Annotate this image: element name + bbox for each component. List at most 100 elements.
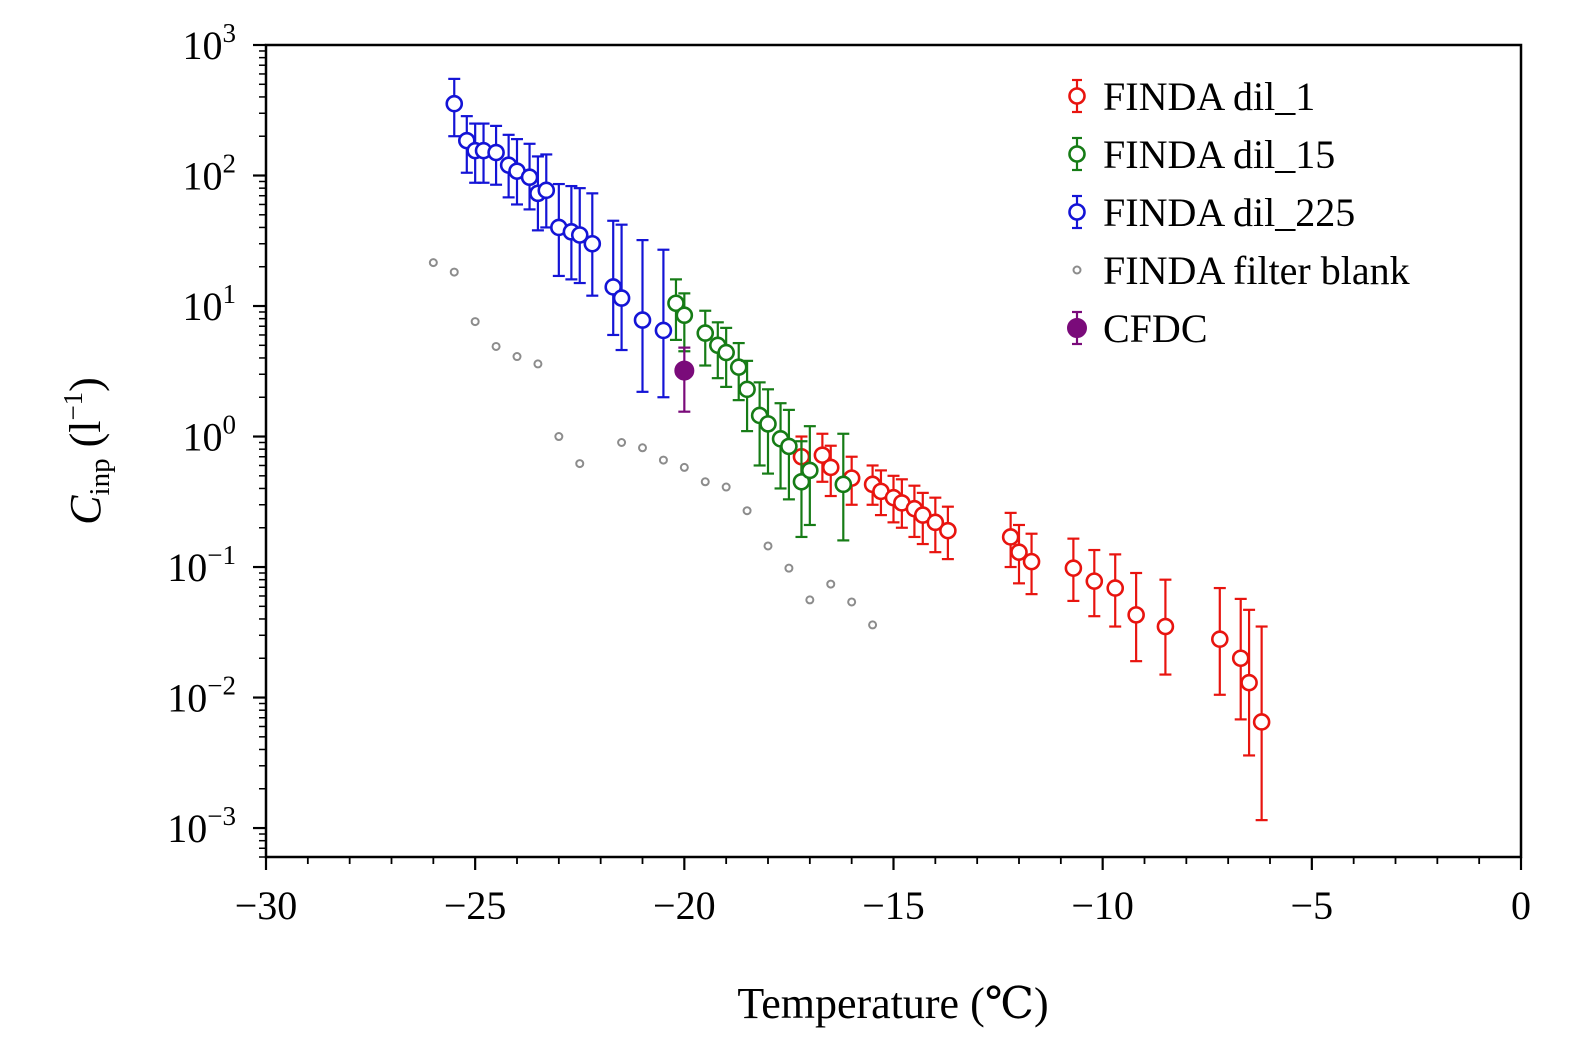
data-point xyxy=(717,343,735,362)
x-tick-label: −30 xyxy=(235,883,298,928)
data-point xyxy=(675,306,694,325)
data-point xyxy=(487,143,505,162)
data-point xyxy=(1156,617,1175,636)
series-cfdc xyxy=(674,346,695,413)
y-axis-title: Cinp (l−1) xyxy=(58,377,116,525)
data-point xyxy=(834,475,853,494)
legend-item: CFDC xyxy=(1067,306,1208,351)
y-tick-label: 102 xyxy=(183,149,237,199)
data-point xyxy=(612,289,631,307)
data-point xyxy=(449,267,459,277)
data-point xyxy=(826,579,836,589)
data-point xyxy=(638,443,647,453)
legend-label: FINDA dil_225 xyxy=(1103,190,1355,235)
data-point xyxy=(700,477,710,487)
data-point xyxy=(784,563,794,573)
data-point xyxy=(801,461,819,480)
legend-marker xyxy=(1072,265,1082,275)
data-point xyxy=(575,459,585,469)
legend-label: FINDA filter blank xyxy=(1103,248,1410,293)
data-point xyxy=(1211,630,1229,648)
x-tick-label: −20 xyxy=(653,883,716,928)
y-tick-label: 103 xyxy=(183,18,237,68)
data-point xyxy=(470,317,480,327)
data-point xyxy=(520,168,539,187)
data-point xyxy=(445,94,464,113)
data-point xyxy=(570,226,589,244)
series-finda-dil-1 xyxy=(792,432,1271,822)
data-point xyxy=(1085,572,1104,590)
x-tick-label: −5 xyxy=(1291,883,1334,928)
x-tick-label: −25 xyxy=(444,883,507,928)
data-point xyxy=(533,359,543,369)
data-point xyxy=(821,458,840,477)
data-point xyxy=(1127,606,1145,624)
y-tick-label: 101 xyxy=(183,279,237,329)
y-axis-subscript: inp xyxy=(84,458,116,495)
axis-ticks: −30 −25 −20 −15 −10 −5 0 103 102 101 100 10−1 10−2 10… xyxy=(167,18,1531,928)
x-tick-label: 0 xyxy=(1511,883,1531,928)
data-point xyxy=(939,521,957,540)
legend: FINDA dil_1 FINDA dil_15 FINDA dil_225 FIND… xyxy=(1067,74,1410,351)
data-point xyxy=(721,482,731,492)
y-axis-unit-close: ) xyxy=(61,377,110,392)
data-point xyxy=(1240,673,1258,692)
y-axis-symbol: C xyxy=(61,495,110,525)
data-point xyxy=(868,620,878,630)
data-point xyxy=(780,437,798,456)
data-point xyxy=(617,437,627,447)
data-point xyxy=(1252,713,1271,731)
legend-marker xyxy=(1068,145,1086,163)
data-point xyxy=(491,341,501,351)
y-tick-label: 10−2 xyxy=(167,671,236,721)
data-point xyxy=(1106,579,1125,597)
legend-label: CFDC xyxy=(1103,306,1208,351)
data-point xyxy=(679,462,689,472)
y-tick-label: 100 xyxy=(183,410,237,460)
legend-label: FINDA dil_1 xyxy=(1103,74,1315,119)
data-point xyxy=(742,506,752,516)
series-layer xyxy=(428,77,1271,822)
data-point xyxy=(805,595,815,605)
data-point xyxy=(926,513,945,532)
series-finda-filter-blank xyxy=(428,258,878,630)
data-point xyxy=(428,258,438,268)
legend-item: FINDA dil_15 xyxy=(1068,132,1335,177)
data-point xyxy=(1231,649,1250,668)
data-point xyxy=(512,352,522,362)
y-axis-unit-sup: −1 xyxy=(58,392,88,421)
data-point xyxy=(633,311,652,329)
legend-marker xyxy=(1068,203,1086,221)
series-finda-dil-15 xyxy=(667,278,853,542)
data-point xyxy=(763,541,773,551)
data-point xyxy=(759,415,777,433)
legend-item: FINDA filter blank xyxy=(1072,248,1410,293)
legend-label: FINDA dil_15 xyxy=(1103,132,1335,177)
data-point xyxy=(658,455,668,465)
data-point xyxy=(847,597,857,607)
data-point xyxy=(554,432,564,442)
data-point xyxy=(537,181,556,200)
x-tick-label: −15 xyxy=(862,883,925,928)
data-point xyxy=(1022,552,1041,571)
data-point xyxy=(583,234,602,253)
y-tick-label: 10−3 xyxy=(167,801,236,851)
data-point xyxy=(1010,543,1028,561)
data-point xyxy=(654,321,673,340)
legend-marker xyxy=(1067,318,1087,338)
x-tick-label: −10 xyxy=(1071,883,1134,928)
data-point xyxy=(738,380,756,399)
x-axis-title: Temperature (℃) xyxy=(737,979,1048,1028)
legend-item: FINDA dil_225 xyxy=(1068,190,1355,235)
data-point xyxy=(696,324,715,342)
data-point xyxy=(913,506,932,524)
legend-item: FINDA dil_1 xyxy=(1068,74,1315,119)
legend-marker xyxy=(1068,87,1086,105)
y-axis-unit-open: (l xyxy=(61,421,110,459)
data-point xyxy=(674,360,695,381)
data-point xyxy=(1001,528,1020,546)
data-point xyxy=(1064,559,1083,577)
y-tick-label: 10−1 xyxy=(167,540,236,590)
series-finda-dil-225 xyxy=(445,77,673,399)
